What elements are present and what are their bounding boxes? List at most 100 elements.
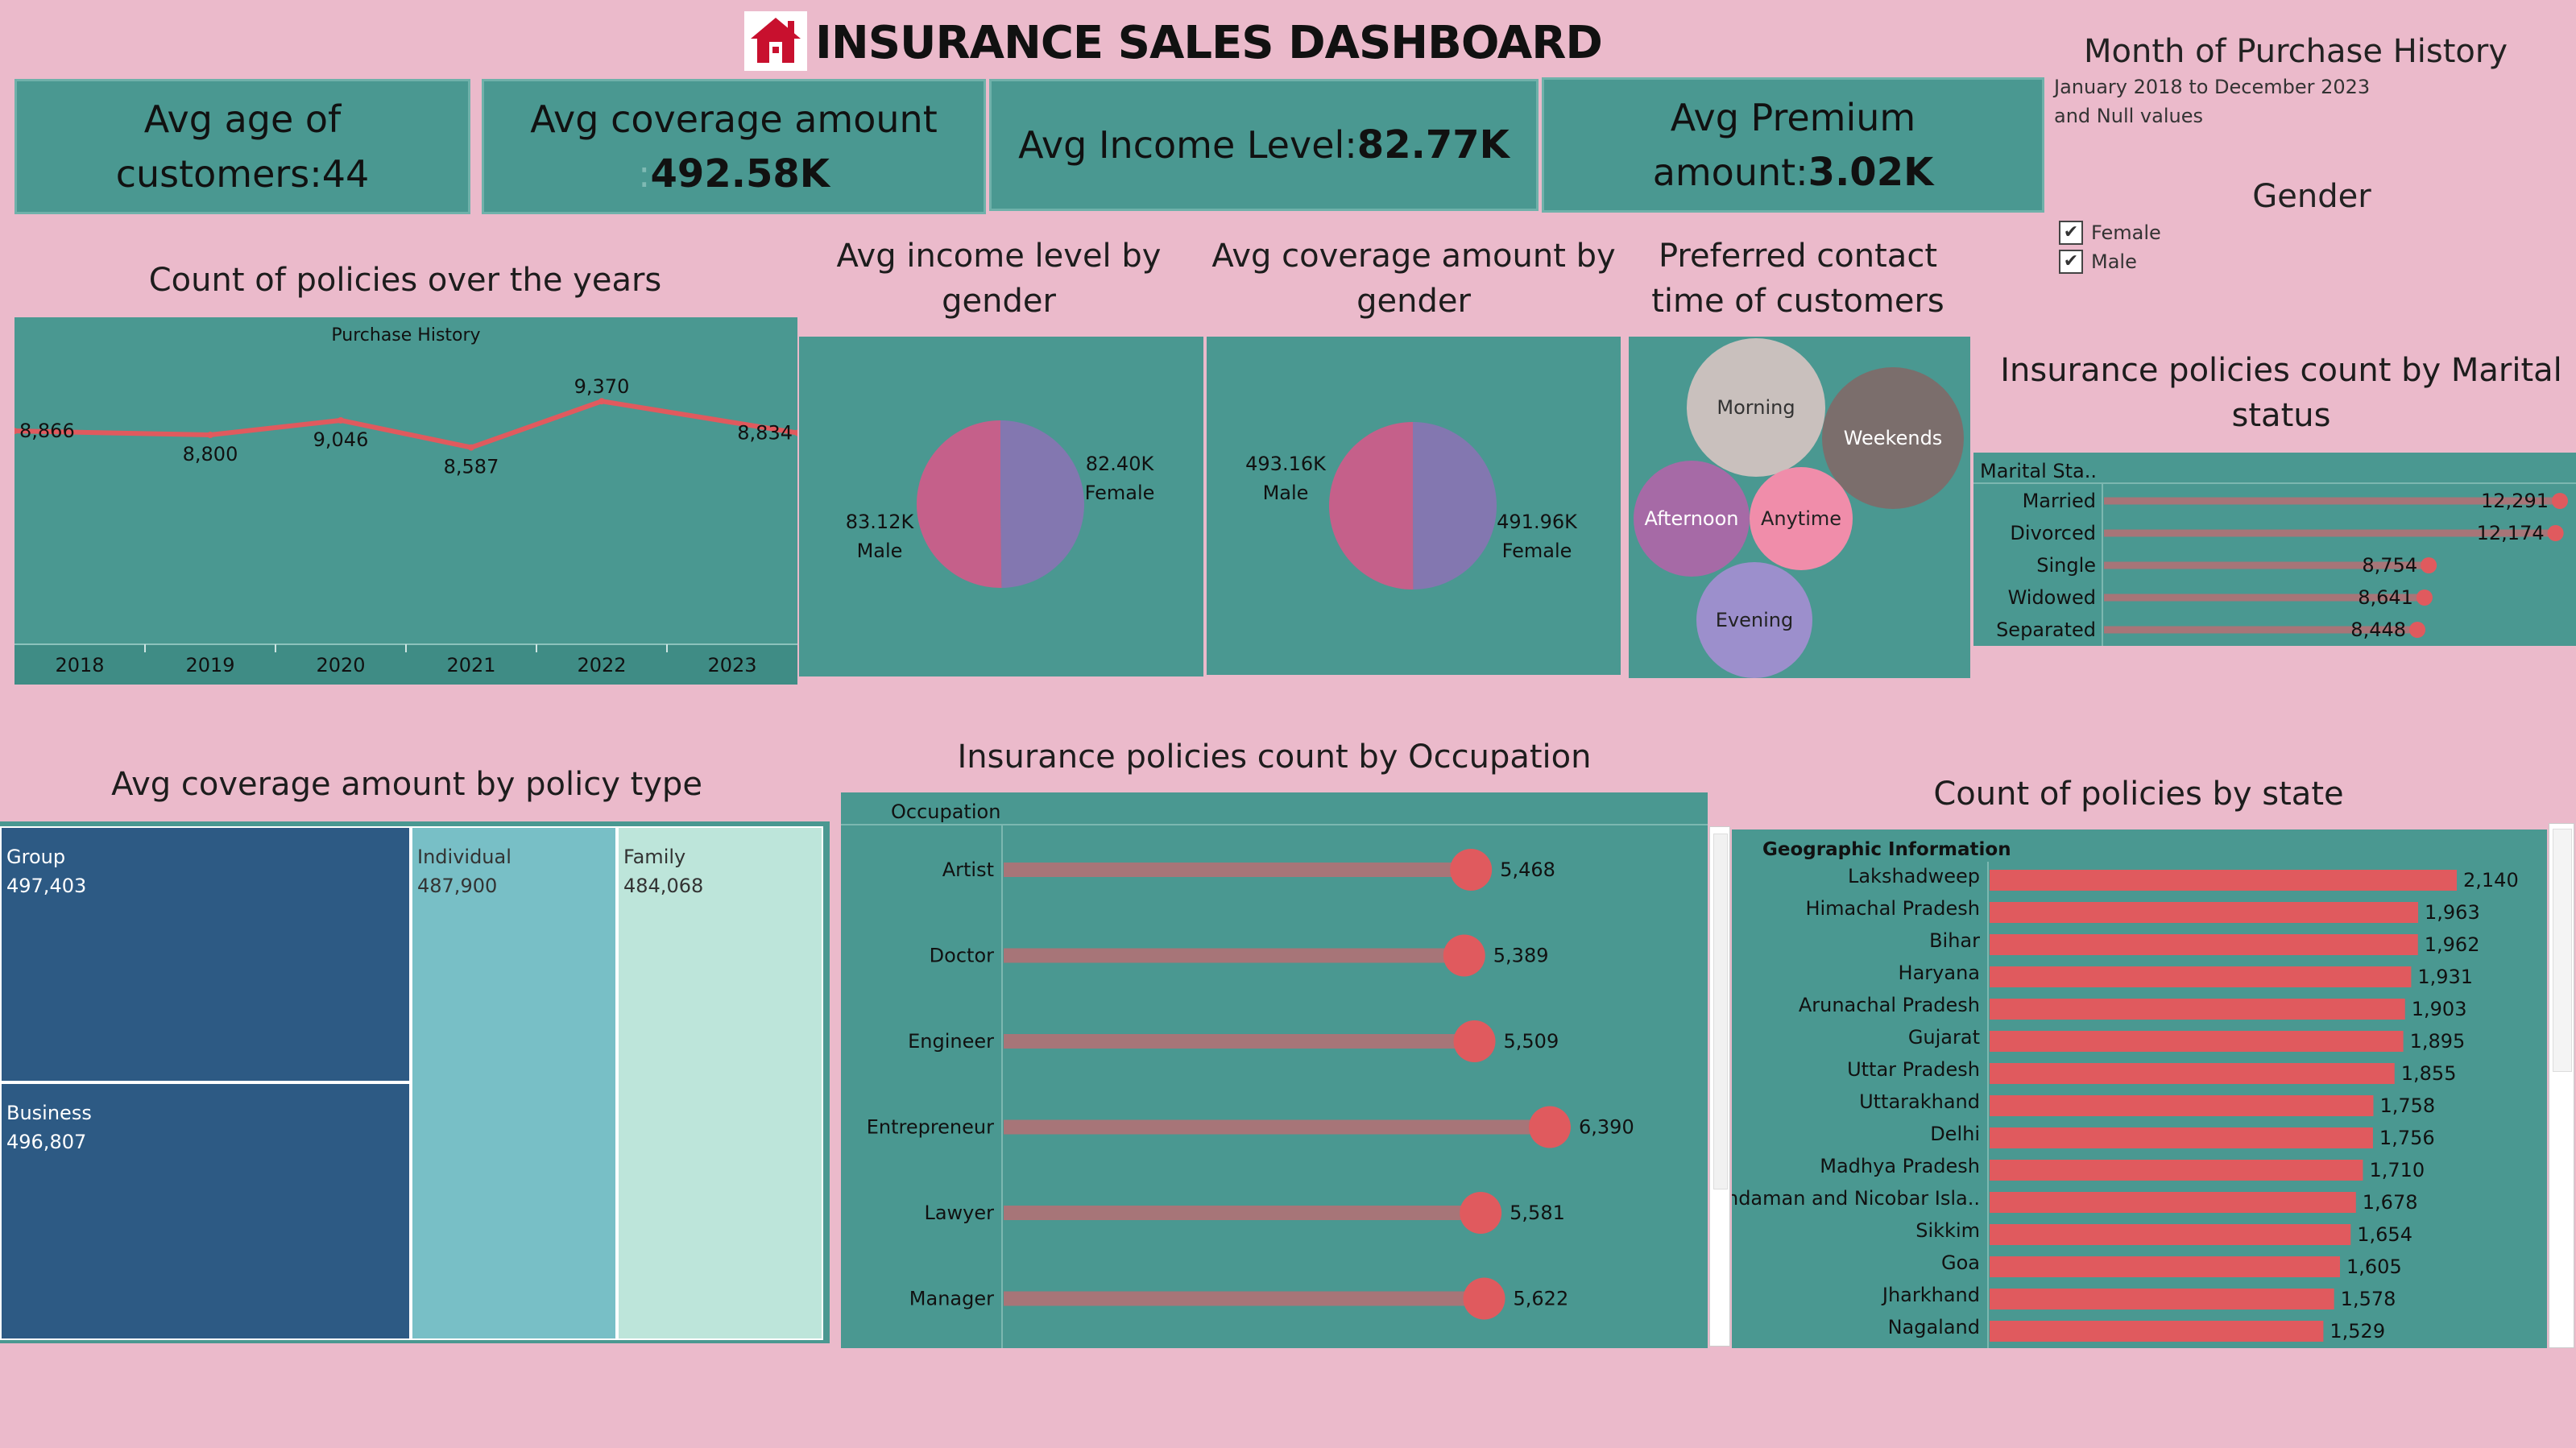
occupation-dot-lawyer[interactable] <box>1460 1192 1502 1234</box>
treemap-cell-individual[interactable]: Individual 487,900 <box>411 826 617 1340</box>
treemap-cell-business[interactable]: Business 496,807 <box>0 1082 411 1340</box>
treemap-cell-family[interactable]: Family 484,068 <box>617 826 823 1340</box>
treemap-label-business: Business <box>6 1102 92 1124</box>
marital-header: Marital Sta.. <box>1980 460 2097 482</box>
title-contact-line1: Preferred contact <box>1659 238 1937 275</box>
month-filter-null[interactable]: and Null values <box>2054 105 2203 127</box>
state-bar[interactable] <box>1990 1256 2340 1277</box>
state-label: Goa <box>1941 1251 1980 1274</box>
house-shield-icon <box>751 18 801 63</box>
marital-value-single: 8,754 <box>2362 554 2417 577</box>
occupation-label-doctor: Doctor <box>930 945 994 967</box>
pie-coverage-gender: 493.16K Male 491.96K Female <box>1207 337 1621 675</box>
occupation-dot-manager[interactable] <box>1463 1277 1505 1320</box>
pie-slice-female[interactable] <box>1000 420 1085 588</box>
state-bar[interactable] <box>1990 934 2418 955</box>
marital-dot-single[interactable] <box>2421 557 2437 573</box>
occupation-scrollbar[interactable] <box>1709 826 1730 1347</box>
state-scrollbar[interactable] <box>2549 823 2574 1348</box>
marital-dot-separated[interactable] <box>2409 622 2426 638</box>
state-bar[interactable] <box>1990 1127 2373 1148</box>
bubble-weekends[interactable] <box>1822 367 1964 509</box>
state-bar[interactable] <box>1990 1321 2324 1342</box>
state-value: 1,678 <box>2363 1191 2418 1214</box>
gender-filter-female[interactable]: ✔ Female <box>2059 221 2161 245</box>
line-chart-series <box>14 399 797 450</box>
occupation-dot-artist[interactable] <box>1450 849 1493 891</box>
occupation-value-manager: 5,622 <box>1514 1288 1569 1310</box>
title-coverage-gender-line1: Avg coverage amount by <box>1211 238 1616 275</box>
pie-slice-male[interactable] <box>1328 422 1414 590</box>
pie-slice-female[interactable] <box>1413 422 1497 590</box>
treemap-cell-group[interactable]: Group 497,403 <box>0 826 411 1082</box>
bubble-label-evening: Evening <box>1716 609 1793 631</box>
occupation-scrollbar-thumb[interactable] <box>1713 834 1728 1189</box>
month-filter-range[interactable]: January 2018 to December 2023 <box>2054 76 2371 98</box>
state-label: Arunachal Pradesh <box>1799 994 1980 1016</box>
occupation-label-artist: Artist <box>942 858 994 881</box>
line-point-2019[interactable] <box>207 432 213 438</box>
state-value: 2,140 <box>2463 869 2519 892</box>
occupation-dot-engineer[interactable] <box>1453 1020 1496 1062</box>
title-policy-type: Avg coverage amount by policy type <box>111 766 702 803</box>
line-x-tick-2018: 2018 <box>55 654 104 676</box>
marital-dot-widowed[interactable] <box>2416 590 2433 606</box>
line-point-2021[interactable] <box>468 444 474 451</box>
bubble-morning[interactable] <box>1687 338 1825 477</box>
kpi-income-label: Avg Income Level: <box>1018 123 1357 167</box>
state-value: 1,605 <box>2346 1256 2402 1278</box>
bubble-label-morning: Morning <box>1717 396 1795 419</box>
marital-value-divorced: 12,174 <box>2477 522 2545 544</box>
title-income-gender-line1: Avg income level by <box>836 238 1162 275</box>
state-value: 1,855 <box>2401 1062 2457 1085</box>
gender-filter-title: Gender <box>2252 178 2371 215</box>
pie-value-label-female: 491.96K <box>1497 511 1578 533</box>
marital-dot-married[interactable] <box>2552 493 2568 509</box>
kpi-avg-age: Avg age of customers:44 <box>14 79 470 214</box>
female-checkbox[interactable]: ✔ <box>2059 221 2083 245</box>
pie-income-gender: 82.40K Female 83.12K Male <box>799 337 1203 676</box>
gender-filter-male[interactable]: ✔ Male <box>2059 250 2137 274</box>
line-value-label: 9,046 <box>313 428 369 451</box>
kpi-avg-coverage: Avg coverage amount :492.58K <box>482 79 986 214</box>
treemap-value-business: 496,807 <box>6 1131 87 1153</box>
title-marital: Insurance policies count by Marital stat… <box>1975 348 2576 438</box>
male-checkbox-label: Male <box>2091 250 2137 273</box>
state-value: 1,578 <box>2341 1288 2396 1310</box>
state-value: 1,895 <box>2410 1030 2466 1053</box>
bubble-evening[interactable] <box>1696 562 1812 678</box>
state-bar[interactable] <box>1990 870 2457 891</box>
state-bar[interactable] <box>1990 999 2405 1020</box>
state-bar[interactable] <box>1990 1063 2395 1084</box>
line-point-2022[interactable] <box>598 398 605 405</box>
state-label: Lakshadweep <box>1848 865 1980 887</box>
state-bar[interactable] <box>1990 1031 2404 1052</box>
line-point-2018[interactable] <box>14 428 18 435</box>
title-contact-time: Preferred contact time of customers <box>1627 234 1969 324</box>
male-checkbox[interactable]: ✔ <box>2059 250 2083 274</box>
occupation-dot-entrepreneur[interactable] <box>1529 1106 1571 1148</box>
title-contact-line2: time of customers <box>1651 283 1944 320</box>
state-value: 1,529 <box>2330 1320 2385 1343</box>
kpi-income-value: 82.77K <box>1356 122 1510 168</box>
marital-dot-divorced[interactable] <box>2547 525 2564 541</box>
state-bar[interactable] <box>1990 1192 2356 1213</box>
occupation-dot-doctor[interactable] <box>1443 934 1485 977</box>
line-point-2023[interactable] <box>794 429 797 436</box>
state-label: Andaman and Nicobar Isla.. <box>1732 1187 1980 1210</box>
bubble-label-weekends: Weekends <box>1844 427 1943 449</box>
title-coverage-gender: Avg coverage amount by gender <box>1208 234 1619 324</box>
pie-slice-male[interactable] <box>917 420 1002 588</box>
state-label: Uttar Pradesh <box>1847 1058 1980 1081</box>
state-bar[interactable] <box>1990 1095 2374 1116</box>
state-bar[interactable] <box>1990 902 2419 923</box>
line-point-2020[interactable] <box>338 416 344 424</box>
state-bar[interactable] <box>1990 1224 2351 1245</box>
state-bar[interactable] <box>1990 1160 2363 1181</box>
bubble-afternoon[interactable] <box>1634 461 1750 577</box>
state-bar[interactable] <box>1990 1289 2334 1309</box>
line-value-label: 8,834 <box>737 422 793 445</box>
state-scrollbar-thumb[interactable] <box>2553 829 2572 1072</box>
bubble-anytime[interactable] <box>1750 467 1853 570</box>
state-bar[interactable] <box>1990 966 2412 987</box>
